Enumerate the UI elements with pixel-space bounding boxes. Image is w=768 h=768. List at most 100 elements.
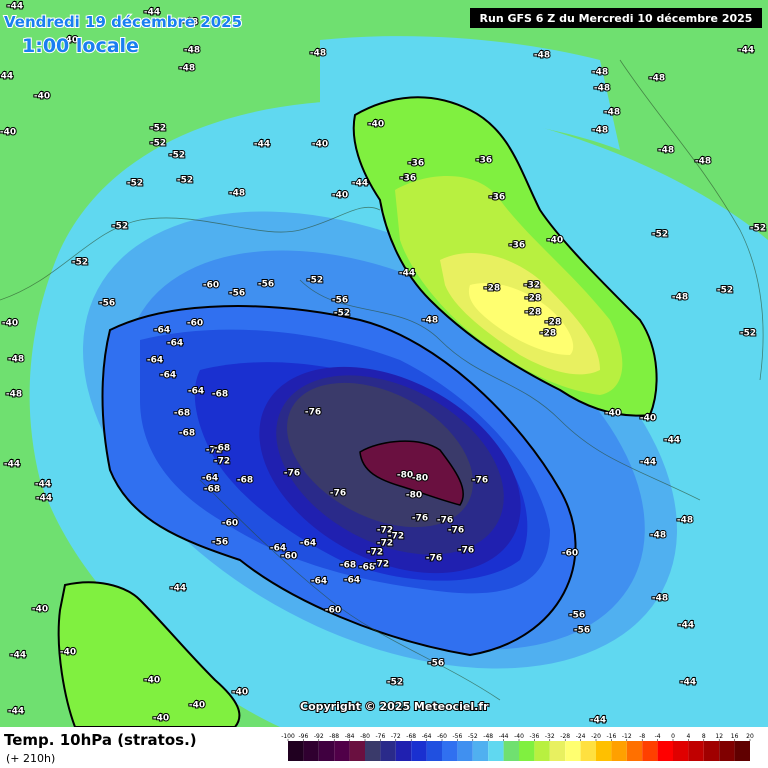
vortex-core: [359, 440, 464, 506]
colorbar-swatch: [611, 741, 627, 761]
colorbar-tick-label: -20: [591, 733, 601, 740]
contour-label: -48: [604, 108, 620, 118]
colorbar-tick-label: -40: [514, 733, 524, 740]
contour-label: -56: [229, 289, 245, 299]
contour-label: -52: [127, 179, 143, 189]
colorbar-tick-label: 20: [746, 733, 754, 740]
contour-label: -64: [147, 356, 163, 366]
local-time: 1:00 locale: [22, 35, 139, 57]
contour-label: -76: [437, 516, 453, 526]
contour-label: -52: [387, 678, 403, 688]
colorbar-tick-label: -88: [329, 733, 339, 740]
contour-label: -44: [680, 678, 696, 688]
contour-label: -44: [36, 494, 52, 504]
contour-label: -52: [112, 222, 128, 232]
contour-label: -40: [34, 92, 50, 102]
colorbar-swatch: [380, 741, 396, 761]
contour-label: -56: [99, 299, 115, 309]
contour-label: -48: [229, 189, 245, 199]
band-48-north: [320, 36, 620, 150]
colorbar-swatch: [580, 741, 596, 761]
contour-label: -44: [738, 46, 754, 56]
contour-label: -44: [8, 707, 24, 717]
colorbar-swatch: [503, 741, 519, 761]
contour-label: -44: [144, 8, 160, 18]
contour-label: -48: [652, 594, 668, 604]
contour-label: -60: [203, 281, 219, 291]
colorbar-swatch: [519, 741, 535, 761]
footer-subtitle: (+ 210h): [6, 752, 55, 765]
colorbar-swatch: [334, 741, 350, 761]
contour-label: -48: [594, 84, 610, 94]
contour-label: -68: [237, 476, 253, 486]
contour-label: -48: [310, 49, 326, 59]
contour-label: -68: [359, 563, 375, 573]
contour-label: -28: [484, 284, 500, 294]
contour-label: -76: [426, 554, 442, 564]
contour-label: -40: [547, 236, 563, 246]
contour-label: -40: [368, 120, 384, 130]
colorbar-tick-label: -56: [452, 733, 462, 740]
contour-label: -80: [406, 491, 422, 501]
contour-label: -52: [150, 124, 166, 134]
colorbar-swatch: [365, 741, 381, 761]
contour-label: -40: [605, 409, 621, 419]
contour-label: -64: [188, 387, 204, 397]
contour-label: -48: [649, 74, 665, 84]
colorbar-swatch: [534, 741, 550, 761]
contour-label: -40: [144, 676, 160, 686]
contour-label: -44: [35, 480, 51, 490]
contour-label: -48: [592, 126, 608, 136]
contour-label: -64: [311, 577, 327, 587]
colorbar-swatch: [719, 741, 735, 761]
contour-label: -76: [472, 476, 488, 486]
contour-label: -72: [388, 532, 404, 542]
contour-label: -44: [254, 140, 270, 150]
contour-label: -44: [10, 651, 26, 661]
contour-label: -40: [189, 701, 205, 711]
contour-label: -64: [167, 339, 183, 349]
colorbar-swatch: [318, 741, 335, 761]
contour-label: -76: [458, 546, 474, 556]
contour-label: -36: [476, 156, 492, 166]
coastline: [0, 206, 381, 301]
contour-label: -68: [340, 561, 356, 571]
contour-label: -72: [367, 548, 383, 558]
contour-label: -36: [509, 241, 525, 251]
colorbar-tick-label: -96: [298, 733, 308, 740]
contour-label: -76: [305, 408, 321, 418]
contour-label: -52: [72, 258, 88, 268]
contour-label: -40: [640, 414, 656, 424]
colorbar-tick-label: -100: [281, 733, 295, 740]
contour-label: -40: [2, 319, 18, 329]
colorbar-tick-label: -36: [529, 733, 539, 740]
contour-label: -48: [8, 355, 24, 365]
contour-label: -60: [281, 552, 297, 562]
contour-label: -48: [592, 68, 608, 78]
coastlines: [0, 59, 764, 701]
contour-label: -40: [232, 688, 248, 698]
colorbar-swatch: [657, 741, 673, 761]
contour-label: -48: [695, 157, 711, 167]
contour-label: -44: [352, 179, 368, 189]
colorbar-swatch: [596, 741, 612, 761]
coastline: [619, 59, 764, 381]
colorbar-swatch: [488, 741, 504, 761]
contour-label: -36: [400, 174, 416, 184]
contour-label: -48: [179, 64, 195, 74]
colorbar-tick-label: -72: [391, 733, 401, 740]
contour-label: -76: [330, 489, 346, 499]
contour-label: -52: [750, 224, 766, 234]
contour-label: -40: [153, 714, 169, 724]
valid-date: Vendredi 19 décembre 2025: [4, 13, 242, 31]
colorbar-swatch: [349, 741, 365, 761]
colorbar-tick-label: -32: [545, 733, 555, 740]
colorbar-tick-label: -92: [314, 733, 324, 740]
contour-label: -40: [62, 36, 78, 46]
contour-label: -52: [307, 276, 323, 286]
footer-title: Temp. 10hPa (stratos.): [4, 731, 197, 749]
contour-label: -48: [658, 146, 674, 156]
temperature-field: [29, 36, 768, 728]
contour-label: -68: [212, 390, 228, 400]
contour-label: -76: [412, 514, 428, 524]
